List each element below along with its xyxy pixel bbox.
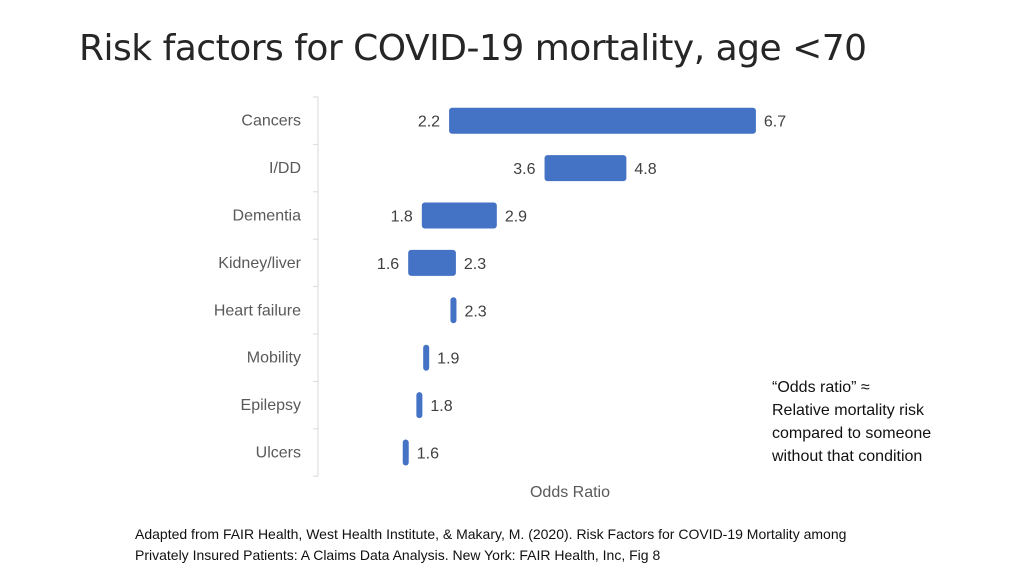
note-line: “Odds ratio” ≈ xyxy=(772,379,870,396)
bar xyxy=(416,392,423,419)
source-line: Adapted from FAIR Health, West Health In… xyxy=(135,526,847,542)
note-line: without that condition xyxy=(772,448,923,465)
page-title: Risk factors for COVID-19 mortality, age… xyxy=(79,28,867,69)
high-value-label: 1.8 xyxy=(430,398,452,415)
category-label: Cancers xyxy=(241,113,301,130)
category-label: Ulcers xyxy=(256,445,301,462)
source-citation: Adapted from FAIR Health, West Health In… xyxy=(135,524,846,566)
low-value-label: 1.8 xyxy=(391,209,413,226)
category-label: Epilepsy xyxy=(241,397,301,414)
source-line: Privately Insured Patients: A Claims Dat… xyxy=(135,547,661,563)
note-line: compared to someone xyxy=(772,425,932,442)
bar xyxy=(450,297,457,324)
high-value-label: 2.3 xyxy=(464,303,486,320)
x-axis-label: Odds Ratio xyxy=(530,484,610,501)
high-value-label: 2.3 xyxy=(464,256,486,273)
category-label: Dementia xyxy=(233,208,302,225)
category-label: Kidney/liver xyxy=(218,255,301,272)
bar xyxy=(421,202,497,229)
high-value-label: 4.8 xyxy=(634,161,656,178)
low-value-label: 2.2 xyxy=(418,114,440,131)
bar xyxy=(408,249,456,276)
bar xyxy=(449,107,756,134)
bar xyxy=(423,344,430,371)
low-value-label: 3.6 xyxy=(513,161,535,178)
high-value-label: 1.6 xyxy=(417,446,439,463)
high-value-label: 1.9 xyxy=(437,351,459,368)
odds-ratio-note: “Odds ratio” ≈ Relative mortality risk c… xyxy=(772,376,931,468)
note-line: Relative mortality risk xyxy=(772,402,925,419)
high-value-label: 6.7 xyxy=(764,114,786,131)
category-label: Mobility xyxy=(247,350,301,367)
category-label: I/DD xyxy=(269,160,301,177)
low-value-label: 1.6 xyxy=(377,256,399,273)
category-label: Heart failure xyxy=(214,302,301,319)
bar xyxy=(402,439,409,466)
high-value-label: 2.9 xyxy=(505,209,527,226)
bar xyxy=(544,155,627,182)
